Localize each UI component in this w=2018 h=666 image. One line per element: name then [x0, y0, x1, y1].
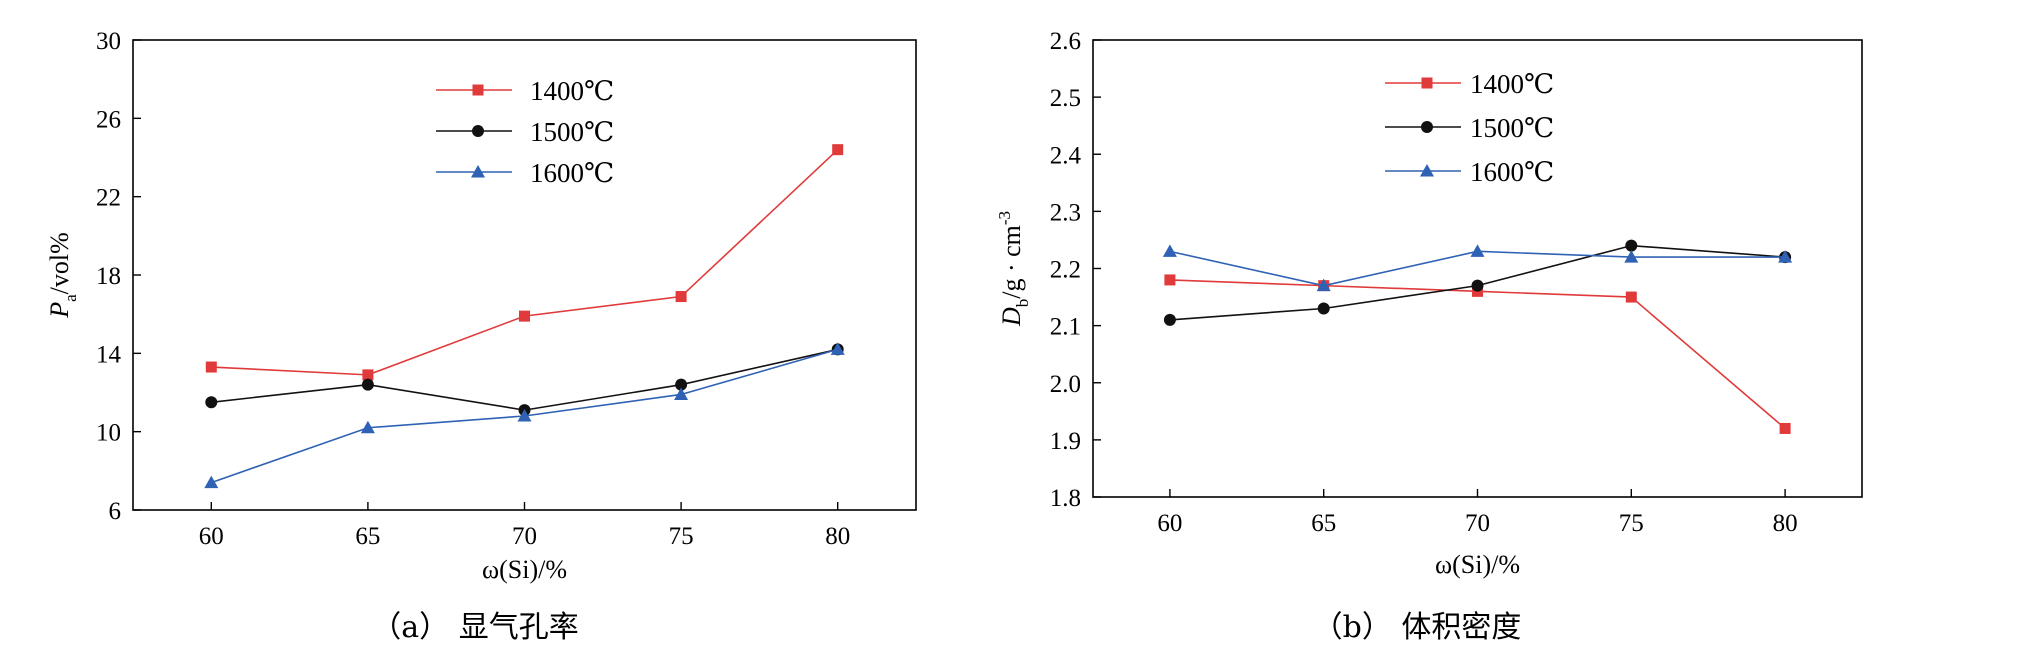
data-point-triangle	[1470, 244, 1485, 257]
series-line-1500℃	[211, 348, 838, 411]
legend-entry: 1600℃	[1470, 157, 1554, 187]
chart-caption: （b） 体积密度	[1313, 610, 1522, 645]
y-tick-label: 26	[96, 106, 121, 133]
data-point-square	[1164, 274, 1176, 286]
y-axis-label-unit: /vol%	[45, 232, 74, 294]
legend-marker-triangle	[1420, 164, 1434, 177]
y-tick-label: 2.5	[1050, 85, 1081, 112]
chart-caption: （a） 显气孔率	[371, 610, 578, 645]
y-tick-label: 10	[96, 420, 121, 447]
x-tick-label: 65	[1311, 510, 1336, 537]
data-point-square	[362, 369, 374, 381]
y-tick-label: 2.6	[1050, 28, 1081, 55]
chart-b: 60 65 70 75 80 1.8 1.9 2.0 2.1 2.2 2.3 2.4 2.5 2.6 140…	[995, 28, 1863, 645]
legend-marker-square	[1421, 77, 1433, 89]
data-point-triangle	[1162, 244, 1177, 257]
x-tick-label: 75	[669, 523, 694, 550]
x-tick-label: 60	[1157, 510, 1182, 537]
legend-entry: 1500℃	[530, 117, 614, 147]
y-tick-label: 1.9	[1050, 428, 1081, 455]
y-axis-label-sub: b	[1013, 299, 1032, 308]
y-tick-label: 6	[109, 498, 122, 525]
data-point-square	[1779, 422, 1791, 434]
data-point-square	[832, 144, 844, 156]
data-point-circle	[1625, 239, 1638, 252]
y-tick-label: 2.2	[1050, 257, 1081, 284]
legend-marker-circle	[1421, 121, 1433, 133]
data-point-triangle	[1624, 250, 1639, 263]
data-point-circle	[1317, 302, 1330, 315]
data-point-circle	[675, 378, 688, 391]
data-point-triangle	[204, 475, 219, 489]
data-point-circle	[361, 378, 374, 391]
y-axis-label-sup: -3	[995, 211, 1014, 225]
legend-marker-triangle	[471, 165, 485, 178]
legend-entry: 1500℃	[1470, 113, 1554, 143]
data-point-triangle	[1316, 278, 1331, 292]
data-point-circle	[1163, 313, 1176, 326]
x-tick-label: 70	[512, 523, 537, 550]
x-tick-label: 70	[1465, 510, 1490, 537]
legend-marker-square	[472, 84, 484, 96]
legend-entry: 1400℃	[530, 76, 614, 106]
y-tick-label: 2.4	[1050, 142, 1082, 169]
y-axis-label-main: D	[997, 307, 1026, 327]
chart-a: 60 65 70 75 80 6 10 14 18 22 26 30 1400℃ 1500℃ 1600℃ ω(…	[45, 28, 917, 645]
y-axis-label-main: P	[45, 302, 74, 319]
y-tick-label: 2.1	[1050, 314, 1081, 341]
legend-marker-circle	[472, 125, 484, 137]
x-tick-label: 65	[355, 523, 380, 550]
x-tick-label: 80	[1773, 510, 1798, 537]
y-axis-label: Db/g · cm-3	[995, 211, 1032, 327]
x-tick-label: 60	[199, 523, 224, 550]
y-tick-label: 2.0	[1050, 371, 1081, 398]
y-tick-label: 1.8	[1050, 485, 1081, 512]
plot-frame	[1092, 39, 1863, 498]
x-axis-label: ω(Si)/%	[482, 555, 567, 584]
data-point-square	[1625, 291, 1637, 303]
data-point-triangle	[674, 387, 689, 400]
legend-entry: 1600℃	[530, 158, 614, 188]
data-point-square	[519, 310, 530, 322]
data-point-triangle	[830, 342, 845, 355]
legend-entry: 1400℃	[1470, 69, 1554, 99]
x-axis-label: ω(Si)/%	[1435, 550, 1520, 579]
y-tick-label: 22	[96, 185, 121, 212]
data-point-circle	[1471, 279, 1484, 292]
plot-frame	[132, 39, 917, 511]
data-point-square	[675, 291, 687, 303]
y-tick-label: 14	[96, 341, 122, 368]
y-tick-label: 2.3	[1050, 199, 1081, 226]
data-point-square	[205, 361, 217, 373]
y-tick-label: 30	[96, 28, 121, 55]
y-tick-label: 18	[96, 263, 121, 290]
data-point-circle	[205, 396, 218, 409]
y-axis-label: Pa/vol%	[45, 232, 80, 319]
data-point-triangle	[1778, 250, 1793, 263]
data-point-triangle	[517, 409, 532, 422]
y-axis-label-sub: a	[61, 294, 80, 302]
x-tick-label: 75	[1619, 510, 1644, 537]
y-axis-label-unit: /g · cm	[997, 225, 1026, 299]
series-line-1400℃	[1169, 279, 1786, 430]
x-tick-label: 80	[825, 523, 850, 550]
data-point-triangle	[360, 420, 375, 434]
series-line-1400℃	[211, 149, 839, 376]
